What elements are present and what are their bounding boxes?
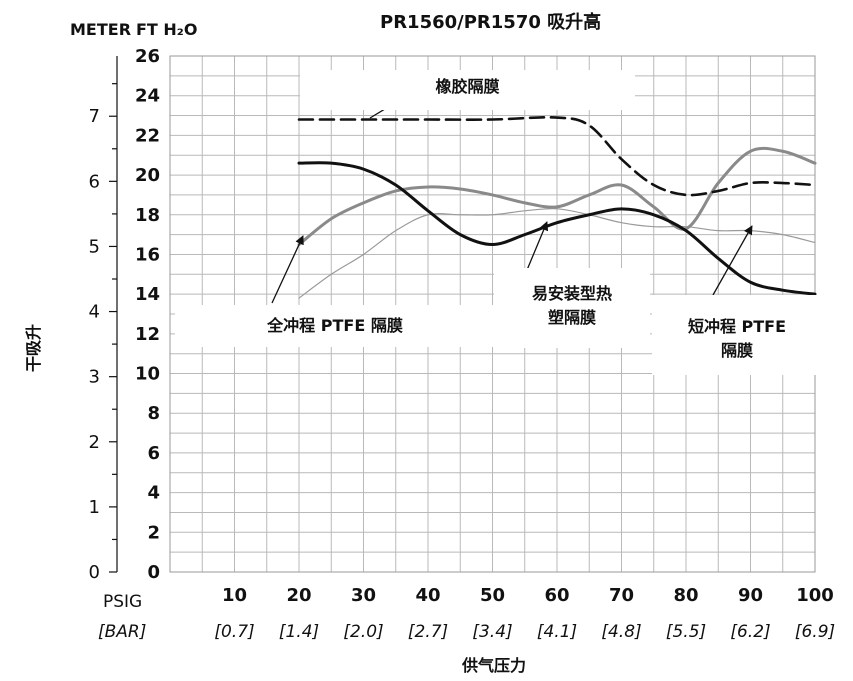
series-line-rubber-diaphragm [297, 116, 817, 197]
x-tick-label-bar: [6.2] [730, 622, 770, 642]
x-tick-label-psig: 70 [609, 585, 634, 606]
x-tick-label-psig: 40 [415, 585, 440, 606]
ft-tick-label: 6 [147, 443, 160, 464]
x-tick-label-psig: 80 [673, 585, 698, 606]
callout-easy-install-thermoplastic: 易安装型热 塑隔膜 [494, 268, 650, 348]
y-axis-title: 干吸升 [24, 323, 43, 372]
x-tick-label-bar: [0.7] [214, 622, 254, 642]
x-header-bar: [BAR] [98, 622, 147, 642]
arrow-easy-install-thermoplastic [526, 221, 549, 271]
x-axis-title: 供气压力 [462, 656, 527, 675]
chart-title: PR1560/PR1570 吸升高 [380, 12, 602, 33]
meter-tick-label: 3 [89, 367, 100, 388]
ft-tick-label: 0 [147, 562, 160, 583]
x-tick-label-psig: 60 [544, 585, 569, 606]
series-line-full-stroke-ptfe [297, 146, 817, 247]
series-line-easy-install-thermoplastic [297, 161, 817, 296]
ft-tick-label: 18 [135, 205, 160, 226]
x-tick-label-psig: 100 [796, 585, 834, 606]
ft-tick-label: 4 [147, 483, 160, 504]
callout-full-stroke-ptfe: 全冲程 PTFE 隔膜 [175, 305, 495, 347]
series-lines [297, 116, 817, 299]
ft-tick-label: 10 [135, 364, 160, 385]
arrow-full-stroke-ptfe [271, 235, 304, 304]
x-tick-label-bar: [4.8] [601, 622, 641, 642]
x-tick-label-psig: 30 [351, 585, 376, 606]
x-tick-label-psig: 20 [286, 585, 311, 606]
y-right-header: FT H₂O [136, 20, 198, 39]
x-tick-label-psig: 10 [222, 585, 247, 606]
meter-tick-label: 6 [89, 171, 100, 192]
callout-easy-install-line-2: 塑隔膜 [547, 308, 596, 327]
meter-tick-label: 4 [89, 302, 100, 323]
callout-short-stroke-line-1: 短冲程 PTFE [687, 317, 787, 336]
meter-tick-label: 0 [89, 562, 100, 583]
y-left-header: METER [70, 20, 132, 39]
x-tick-label-bar: [5.5] [666, 622, 706, 642]
meter-tick-label: 7 [89, 106, 100, 127]
arrow-short-stroke-ptfe [712, 225, 753, 296]
ft-tick-label: 26 [135, 46, 160, 67]
x-tick-label-bar: [4.1] [537, 622, 577, 642]
ft-tick-label: 8 [147, 403, 160, 424]
callout-short-stroke-ptfe: 短冲程 PTFE 隔膜 [652, 295, 822, 375]
meter-tick-label: 2 [89, 432, 100, 453]
x-tick-label-bar: [3.4] [472, 622, 512, 642]
ft-tick-label: 12 [135, 324, 160, 345]
x-tick-label-bar: [1.4] [279, 622, 319, 642]
ft-tick-label: 20 [135, 165, 160, 186]
callout-short-stroke-line-2: 隔膜 [720, 341, 753, 360]
callout-rubber-diaphragm: 橡胶隔膜 [300, 70, 635, 110]
x-tick-label-bar: [2.0] [343, 622, 383, 642]
ft-tick-label: 14 [135, 284, 160, 305]
x-tick-label-bar: [6.9] [795, 622, 835, 642]
x-tick-label-bar: [2.7] [408, 622, 448, 642]
meter-tick-label: 1 [89, 497, 100, 518]
ft-tick-label: 2 [147, 522, 160, 543]
meter-tick-label: 5 [89, 236, 100, 257]
ft-tick-label: 22 [135, 125, 160, 146]
x-tick-label-psig: 90 [738, 585, 763, 606]
ft-tick-label: 24 [135, 86, 160, 107]
plot-axes [109, 56, 118, 573]
x-tick-label-psig: 50 [480, 585, 505, 606]
x-header-psig: PSIG [103, 592, 143, 612]
series-line-short-stroke-ptfe [298, 208, 816, 299]
ft-tick-label: 16 [135, 244, 160, 265]
callout-easy-install-line-1: 易安装型热 [531, 284, 612, 303]
